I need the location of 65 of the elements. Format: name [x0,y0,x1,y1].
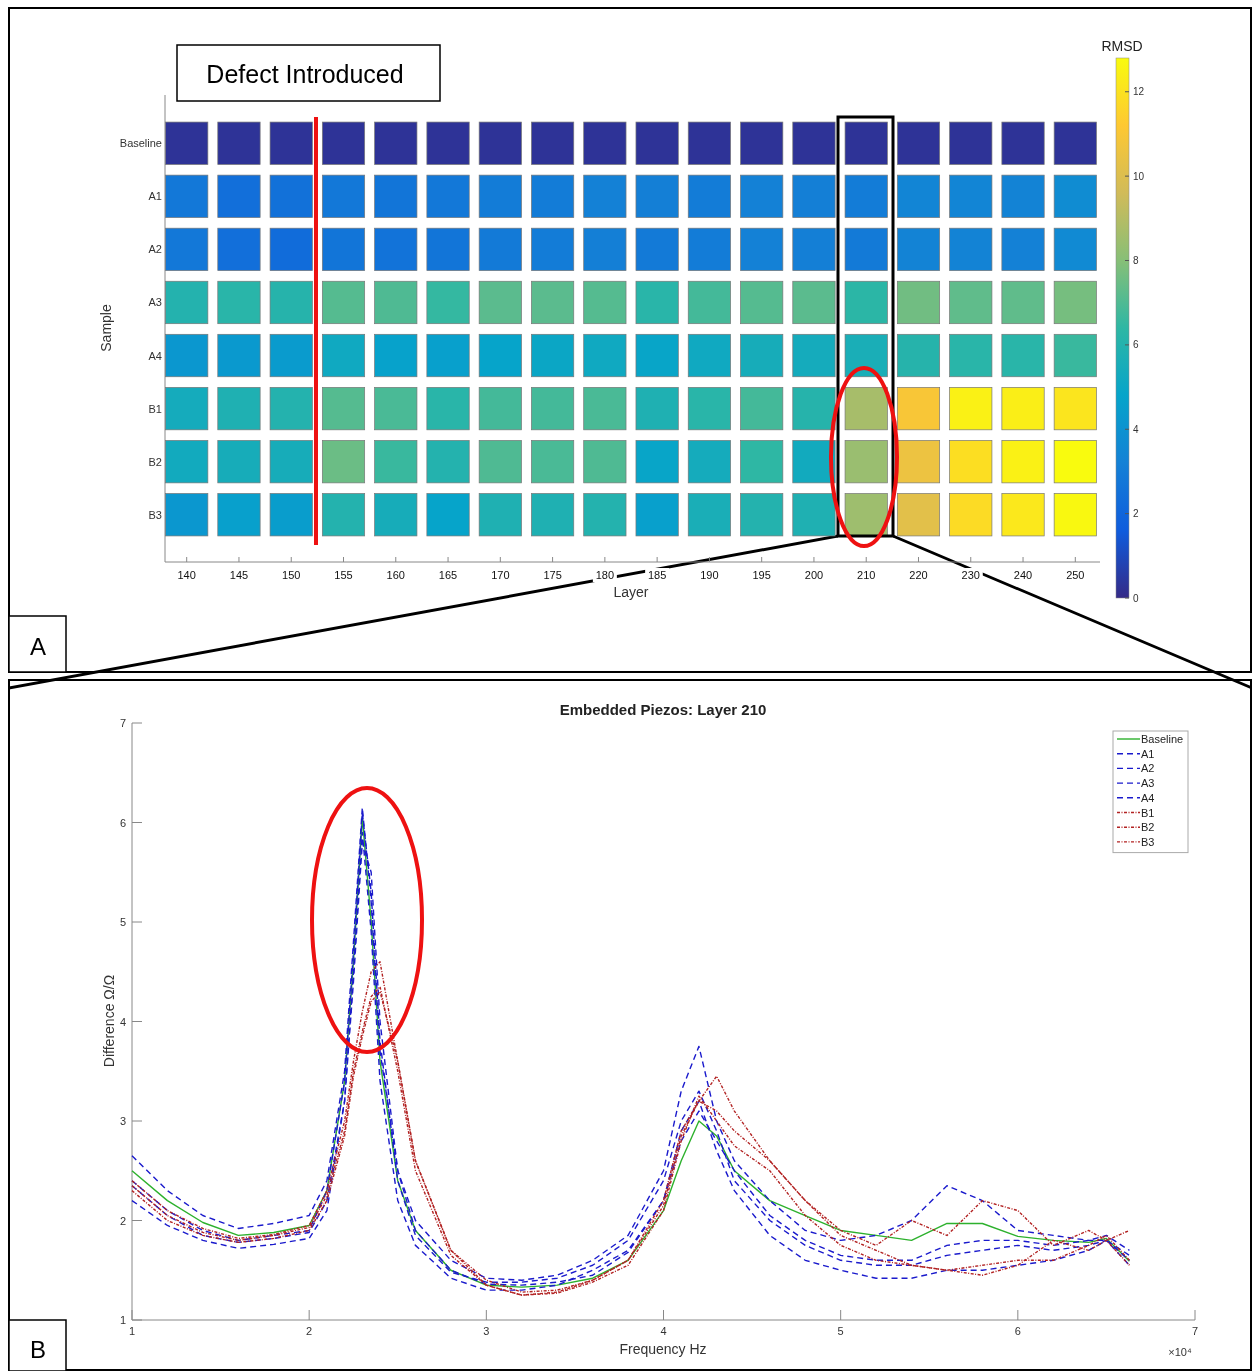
legend-label: A2 [1141,762,1155,775]
x-tick-label: 170 [491,569,510,581]
x-tick-label: 240 [1013,569,1033,581]
x-tick-label: 180 [595,569,615,581]
x-axis-title: Layer [613,584,649,600]
x-tick-label: 160 [386,569,405,581]
color-bar-label: 10 [1133,170,1145,182]
y-tick-label: 5 [119,916,126,928]
x-tick-label: 220 [909,569,928,581]
text: A [29,633,47,660]
y-tick-label: 4 [119,1015,126,1028]
x-tick-label: 3 [483,1325,490,1337]
color-bar-label: 0 [1133,592,1139,604]
y-tick-label: Baseline [119,137,162,150]
y-tick-label: 2 [119,1214,126,1227]
x-tick-label: 1 [128,1325,136,1337]
color-bar-title: RMSD [1101,38,1143,54]
color-bar-label: 6 [1133,339,1139,351]
x-tick-label: 150 [282,569,301,581]
y-axis-title: Sample [98,304,114,352]
y-tick-label: B1 [148,402,162,415]
x-tick-label: 4 [660,1325,667,1337]
color-bar-label: 8 [1133,255,1139,266]
x-axis-title: Frequency Hz [619,1341,707,1357]
color-bar-label: 2 [1133,508,1139,520]
y-tick-label: B2 [148,455,162,468]
x-tick-label: 165 [438,569,458,581]
y-axis-title: Difference Ω/Ω [101,974,117,1068]
y-tick-label: 7 [119,717,126,729]
legend-label: B1 [1141,806,1155,819]
y-tick-label: A2 [148,243,162,256]
legend-label: A3 [1141,777,1155,790]
legend-label: A4 [1141,791,1155,804]
y-tick-label: A4 [148,349,162,362]
x-tick-label: 195 [752,569,771,581]
legend-label: Baseline [1141,733,1184,745]
y-tick-label: 6 [119,816,126,829]
x-tick-label: 210 [857,569,876,581]
x-tick-label: 155 [334,569,353,581]
x-tick-label: 230 [961,569,980,581]
x-tick-label: 7 [1191,1325,1199,1337]
legend-label: B2 [1141,821,1155,834]
legend-label: A1 [1141,747,1155,760]
x-tick-label: 145 [229,569,249,581]
x-tick-label: 6 [1014,1325,1021,1337]
y-tick-label: B3 [148,508,162,521]
x-tick-label: 2 [306,1325,313,1337]
x-tick-label: 190 [700,569,719,581]
y-tick-label: 1 [119,1314,126,1326]
y-tick-label: A3 [148,296,162,309]
color-bar-label: 4 [1133,423,1139,435]
y-tick-label: 3 [119,1115,126,1127]
x-tick-label: 200 [804,569,824,581]
chart-title: Embedded Piezos: Layer 210 [559,701,767,718]
x-tick-label: 140 [177,569,196,581]
x-tick-label: 5 [837,1325,844,1337]
x-tick-label: 185 [647,569,667,581]
text: Defect Introduced [206,60,404,88]
text: ×10⁴ [1168,1346,1192,1358]
y-tick-label: A1 [148,190,162,203]
x-tick-label: 175 [543,569,562,581]
legend-label: B3 [1141,835,1155,848]
color-bar-label: 12 [1133,86,1145,98]
text: B [29,1336,47,1363]
x-tick-label: 250 [1066,569,1085,581]
